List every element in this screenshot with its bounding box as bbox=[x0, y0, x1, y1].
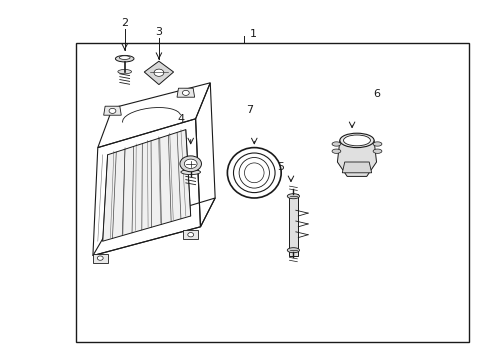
Ellipse shape bbox=[372, 142, 381, 146]
Text: 3: 3 bbox=[155, 27, 162, 37]
Circle shape bbox=[182, 90, 189, 95]
Circle shape bbox=[184, 159, 197, 168]
Ellipse shape bbox=[115, 55, 134, 62]
Circle shape bbox=[97, 256, 103, 260]
Polygon shape bbox=[93, 254, 107, 263]
Ellipse shape bbox=[287, 194, 299, 199]
Circle shape bbox=[109, 108, 116, 113]
Polygon shape bbox=[183, 230, 198, 239]
Polygon shape bbox=[337, 140, 376, 176]
Ellipse shape bbox=[181, 170, 200, 175]
Ellipse shape bbox=[331, 142, 340, 146]
Ellipse shape bbox=[287, 248, 299, 253]
Polygon shape bbox=[144, 61, 173, 85]
Polygon shape bbox=[177, 88, 194, 97]
Polygon shape bbox=[102, 130, 190, 241]
Ellipse shape bbox=[343, 135, 370, 146]
Text: 6: 6 bbox=[372, 89, 379, 99]
Polygon shape bbox=[342, 162, 371, 173]
Text: 4: 4 bbox=[177, 114, 184, 124]
Ellipse shape bbox=[244, 163, 264, 183]
Text: 1: 1 bbox=[249, 29, 256, 39]
Ellipse shape bbox=[339, 133, 373, 148]
Circle shape bbox=[154, 69, 163, 76]
Circle shape bbox=[187, 233, 193, 237]
Ellipse shape bbox=[118, 69, 131, 74]
Text: 2: 2 bbox=[121, 18, 128, 28]
Polygon shape bbox=[288, 194, 298, 256]
Circle shape bbox=[180, 156, 201, 172]
Ellipse shape bbox=[119, 56, 130, 59]
Text: 5: 5 bbox=[277, 162, 284, 172]
Ellipse shape bbox=[331, 149, 340, 153]
Text: 7: 7 bbox=[245, 105, 252, 115]
Polygon shape bbox=[103, 106, 121, 115]
Bar bbox=[76, 43, 468, 342]
Ellipse shape bbox=[372, 149, 381, 153]
